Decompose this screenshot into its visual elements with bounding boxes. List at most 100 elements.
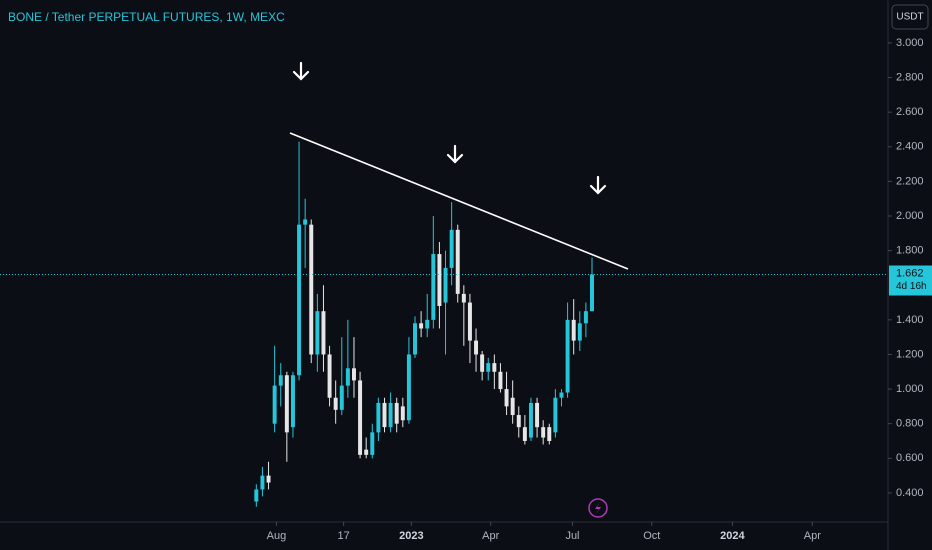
candle-body	[547, 427, 552, 441]
x-tick-label: Jul	[565, 530, 579, 542]
candle	[278, 363, 283, 407]
candle	[290, 371, 295, 438]
candle	[260, 466, 265, 497]
candle	[388, 392, 393, 433]
candle-body	[272, 385, 277, 424]
y-tick-label: 1.800	[896, 245, 924, 257]
candle	[413, 316, 417, 358]
currency-label[interactable]: USDT	[896, 12, 923, 23]
candle	[443, 250, 448, 355]
y-tick-label: 2.800	[896, 71, 924, 83]
candle-body	[358, 380, 363, 455]
candle-body	[498, 371, 503, 390]
candle-body	[467, 302, 472, 341]
candle-body	[486, 363, 491, 372]
candle-body	[364, 449, 369, 455]
y-tick-label: 0.400	[896, 487, 924, 499]
candle-body	[321, 311, 326, 355]
candle-body	[528, 402, 533, 438]
chart-title: BONE / Tether PERPETUAL FUTURES, 1W, MEX…	[8, 10, 285, 24]
x-tick-label: Apr	[482, 530, 499, 542]
candle-body	[474, 340, 479, 355]
candle	[272, 345, 277, 433]
candle	[376, 397, 381, 441]
candle-body	[541, 427, 546, 438]
candle	[303, 198, 308, 268]
x-tick-label: 17	[337, 530, 349, 542]
candle-body	[516, 415, 521, 428]
y-tick-label: 0.800	[896, 418, 924, 430]
candle-body	[278, 375, 283, 386]
x-tick-label: Apr	[804, 530, 821, 542]
candle	[528, 397, 533, 441]
candle	[486, 357, 491, 381]
x-tick-label: Aug	[267, 530, 287, 542]
candle-body	[480, 354, 485, 372]
candle	[419, 311, 424, 338]
candle	[449, 202, 454, 286]
candle-body	[431, 254, 436, 320]
x-tick-label: Oct	[643, 530, 660, 542]
candle-body	[400, 406, 405, 421]
candle	[583, 302, 588, 338]
candle-body	[333, 397, 338, 410]
lightning-icon[interactable]	[588, 498, 608, 518]
candle-body	[376, 402, 381, 433]
candle	[327, 345, 332, 407]
candle	[461, 285, 466, 346]
candle	[535, 397, 540, 438]
candle	[437, 241, 442, 329]
candle	[467, 293, 472, 364]
candle-body	[577, 323, 582, 341]
candle	[345, 319, 350, 398]
y-tick-label: 1.400	[896, 314, 924, 326]
arrow	[446, 144, 464, 164]
candle	[547, 423, 552, 445]
y-tick-label: 0.600	[896, 452, 924, 464]
candle	[309, 219, 314, 364]
arrow	[589, 175, 607, 195]
x-tick-label: 2023	[399, 530, 423, 542]
candle	[400, 397, 405, 428]
y-tick-label: 2.200	[896, 175, 924, 187]
candle-body	[504, 389, 509, 407]
candle	[431, 216, 436, 329]
candle	[254, 484, 259, 507]
candle	[504, 371, 509, 416]
countdown-label: 4d 16h	[896, 281, 927, 292]
candle	[406, 337, 411, 424]
last-price-tag	[889, 265, 932, 296]
y-tick-label: 3.000	[896, 37, 924, 49]
candle	[266, 461, 271, 490]
candle	[358, 371, 363, 459]
currency-button[interactable]	[891, 4, 929, 30]
candle	[382, 397, 387, 433]
candle-body	[370, 432, 375, 455]
candle-body	[345, 368, 350, 386]
candle	[498, 363, 503, 393]
y-tick-label: 1.200	[896, 348, 924, 360]
candle-body	[382, 402, 387, 428]
candle-body	[284, 375, 289, 433]
candle-body	[590, 274, 594, 312]
candle-body	[388, 402, 393, 428]
candle-body	[522, 427, 527, 441]
candle-body	[339, 385, 344, 410]
candle-body	[449, 229, 454, 268]
candle	[565, 302, 570, 398]
candle-body	[266, 475, 271, 483]
y-tick-label: 1.000	[896, 383, 924, 395]
candle	[522, 415, 527, 445]
candle-body	[309, 224, 314, 355]
arrows	[292, 61, 607, 195]
candle	[370, 423, 375, 459]
candle	[577, 311, 582, 351]
y-tick-label: 2.600	[896, 106, 924, 118]
candle-body	[351, 368, 356, 381]
candle-body	[535, 402, 540, 428]
trendline	[289, 132, 629, 270]
candle-body	[510, 397, 515, 416]
candle-body	[455, 229, 460, 294]
candle	[333, 380, 338, 424]
